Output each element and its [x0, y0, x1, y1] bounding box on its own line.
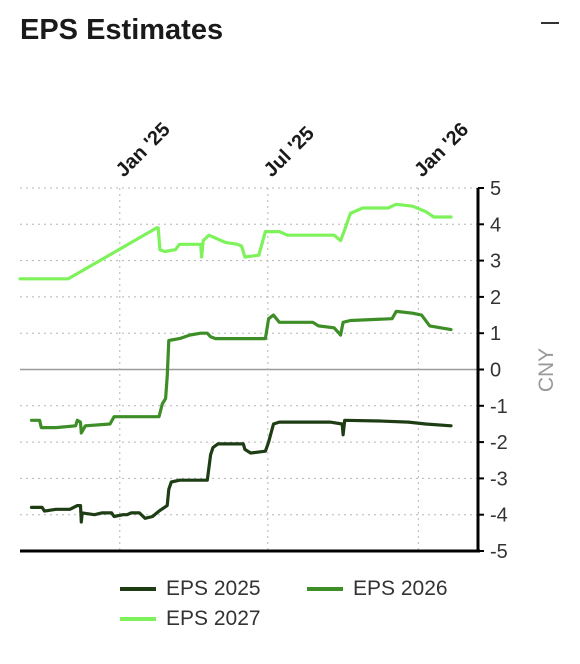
series-line-eps-2027	[18, 202, 453, 281]
y-tick-label: -5	[490, 541, 508, 563]
eps-chart: Jan '25 Jul '25 Jan '26 5 4 3 2 1 0 -1 -2 -3 -4 -5 CNY	[18, 119, 558, 563]
legend-swatch-eps-2025	[120, 587, 156, 591]
y-axis-title: CNY	[535, 348, 558, 392]
legend: EPS 2025 EPS 2026 EPS 2027	[120, 576, 520, 636]
series-lines	[18, 202, 453, 524]
legend-label-eps-2026: EPS 2026	[353, 577, 448, 600]
legend-item-eps-2025[interactable]: EPS 2025	[120, 576, 261, 602]
legend-swatch-eps-2027	[120, 617, 156, 621]
series-line-eps-2026	[29, 309, 453, 435]
widget-title: EPS Estimates	[20, 14, 224, 46]
x-tick-label: Jul '25	[260, 123, 319, 182]
y-tick-label: -1	[490, 396, 508, 418]
y-tick-label: 5	[490, 178, 501, 200]
grid-lines	[20, 187, 478, 551]
y-tick-label: 0	[490, 360, 501, 382]
y-tick-label: 4	[490, 214, 501, 236]
y-tick-label: -4	[490, 505, 508, 527]
legend-label-eps-2025: EPS 2025	[166, 577, 261, 600]
x-tick-label: Jan '26	[410, 119, 473, 182]
x-tick-label: Jan '25	[112, 119, 175, 182]
y-tick-label: 3	[490, 251, 501, 273]
legend-item-eps-2026[interactable]: EPS 2026	[307, 576, 448, 602]
y-tick-label: 1	[490, 323, 501, 345]
legend-item-eps-2027[interactable]: EPS 2027	[120, 606, 261, 632]
legend-label-eps-2027: EPS 2027	[166, 607, 261, 630]
axes: Jan '25 Jul '25 Jan '26 5 4 3 2 1 0 -1 -2 -3 -4 -5 CNY	[20, 119, 558, 563]
y-tick-label: 2	[490, 287, 501, 309]
collapse-button[interactable]	[536, 10, 564, 36]
y-tick-label: -2	[490, 432, 508, 454]
legend-swatch-eps-2026	[307, 587, 343, 591]
minus-icon	[541, 22, 559, 24]
series-line-eps-2025	[29, 418, 453, 524]
y-tick-label: -3	[490, 468, 508, 490]
